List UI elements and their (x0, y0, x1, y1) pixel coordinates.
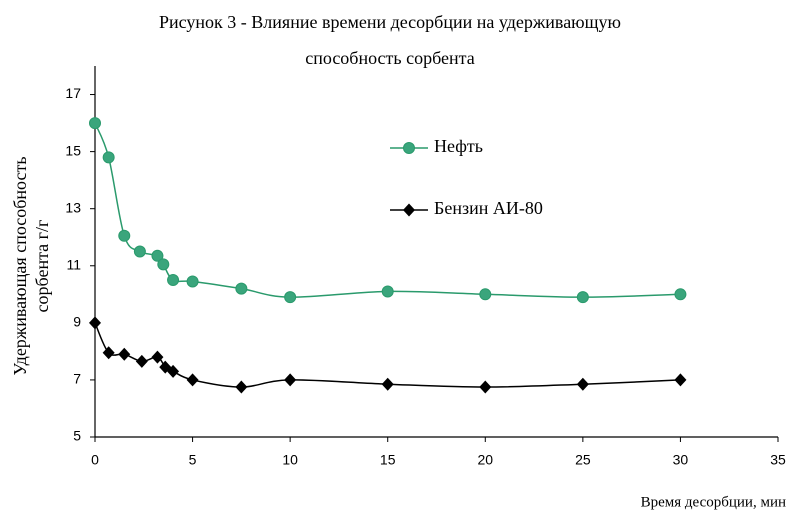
chart-title: Рисунок 3 - Влияние времени десорбции на… (159, 12, 621, 32)
data-point (151, 350, 164, 364)
x-tick-label: 30 (673, 452, 689, 468)
series-line (94, 322, 681, 388)
legend-label: Бензин АИ-80 (434, 198, 543, 218)
data-point (235, 282, 248, 295)
x-tick-label: 15 (380, 452, 396, 468)
x-tick-label: 5 (189, 452, 197, 468)
data-point (186, 373, 199, 387)
data-point (157, 258, 170, 271)
y-tick-label: 9 (73, 314, 81, 330)
series-line (94, 122, 681, 298)
data-point (186, 275, 199, 288)
y-tick-label: 13 (65, 199, 81, 215)
x-tick-label: 20 (477, 452, 493, 468)
x-tick-label: 0 (91, 452, 99, 468)
data-point (479, 380, 492, 394)
data-point (381, 377, 394, 391)
data-point (135, 354, 148, 368)
data-point (576, 377, 589, 391)
y-tick-label: 17 (65, 85, 81, 101)
data-point (102, 346, 115, 360)
data-point (284, 373, 297, 387)
data-point (479, 288, 492, 301)
y-tick-label: 5 (73, 428, 81, 444)
y-axis-label: Удерживающая способность (10, 156, 30, 375)
x-tick-label: 10 (282, 452, 298, 468)
legend-marker (403, 142, 415, 154)
data-point (167, 274, 180, 287)
y-tick-label: 11 (66, 256, 81, 272)
chart-title: способность сорбента (305, 48, 474, 68)
data-point (118, 347, 131, 361)
data-point (576, 291, 589, 304)
data-point (235, 380, 248, 394)
x-tick-label: 35 (770, 452, 786, 468)
legend-marker (403, 203, 415, 217)
data-point (381, 285, 394, 298)
data-point (89, 117, 101, 130)
y-tick-label: 15 (65, 142, 81, 158)
x-axis-label: Время десорбции, мин (641, 494, 786, 510)
y-axis-label: сорбента г/г (32, 220, 52, 313)
data-point (102, 151, 115, 164)
legend-label: Нефть (434, 136, 483, 156)
x-tick-label: 25 (575, 452, 591, 468)
data-point (133, 245, 146, 258)
y-tick-label: 7 (73, 371, 81, 387)
data-point (284, 291, 297, 304)
data-point (118, 229, 131, 242)
data-point (151, 249, 164, 262)
data-point (89, 316, 101, 330)
data-point (674, 288, 687, 301)
data-point (167, 364, 180, 378)
data-point (674, 373, 687, 387)
